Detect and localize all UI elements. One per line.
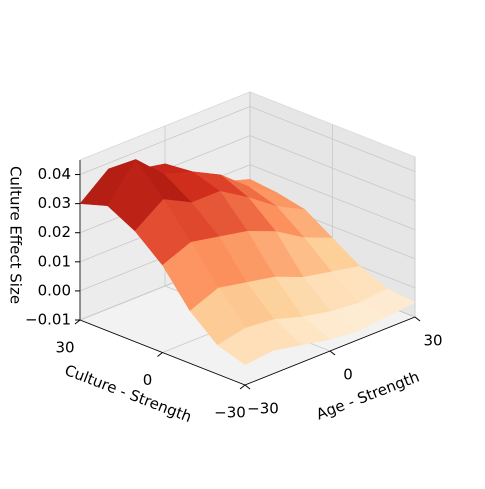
z-tick-label: 0.02 [38,223,71,241]
tick-mark [414,316,421,322]
x-tick-label: −30 [247,400,279,418]
z-tick-label: 0.01 [38,252,71,270]
grid-line [249,164,416,231]
y-tick-label: 30 [55,339,74,357]
surface-patch [217,327,274,365]
y-axis-label: Culture - Strength [62,361,194,426]
grid-line [79,106,251,175]
tick-mark [239,384,246,390]
tick-mark [329,350,336,356]
tick-mark [157,352,163,357]
grid-line [249,106,416,172]
z-axis-label: Culture Effect Size [7,166,25,304]
z-tick-label: 0.04 [38,165,71,183]
z-tick-label: 0.03 [38,194,71,212]
y-tick-label: 0 [143,371,153,389]
x-axis-label: Age - Strength [314,368,422,424]
y-tick-label: −30 [214,404,246,422]
x-tick-label: 0 [343,366,353,384]
z-tick-label: 0.00 [38,281,71,299]
grid-line [249,135,416,202]
x-tick-label: 30 [423,332,442,350]
z-tick-label: −0.01 [25,311,71,329]
tick-mark [244,384,251,390]
tick-mark [74,319,81,325]
